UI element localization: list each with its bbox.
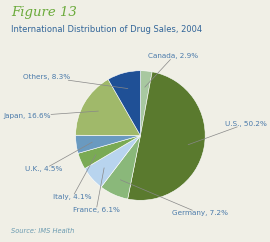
Text: U.K., 4.5%: U.K., 4.5%	[25, 142, 92, 172]
Wedge shape	[140, 71, 152, 136]
Text: U.S., 50.2%: U.S., 50.2%	[188, 121, 266, 145]
Text: Figure 13: Figure 13	[11, 6, 77, 19]
Wedge shape	[108, 71, 140, 136]
Text: Others, 8.3%: Others, 8.3%	[23, 74, 128, 89]
Text: Source: IMS Health: Source: IMS Health	[11, 227, 74, 234]
Wedge shape	[128, 72, 205, 200]
Wedge shape	[76, 135, 140, 153]
Text: Italy, 4.1%: Italy, 4.1%	[53, 155, 96, 200]
Text: Canada, 2.9%: Canada, 2.9%	[145, 53, 198, 87]
Wedge shape	[85, 136, 140, 187]
Wedge shape	[101, 136, 140, 199]
Text: Germany, 7.2%: Germany, 7.2%	[120, 180, 228, 216]
Text: International Distribution of Drug Sales, 2004: International Distribution of Drug Sales…	[11, 25, 202, 34]
Text: Japan, 16.6%: Japan, 16.6%	[4, 111, 98, 119]
Wedge shape	[76, 79, 140, 136]
Text: France, 6.1%: France, 6.1%	[73, 168, 120, 213]
Wedge shape	[78, 136, 140, 169]
